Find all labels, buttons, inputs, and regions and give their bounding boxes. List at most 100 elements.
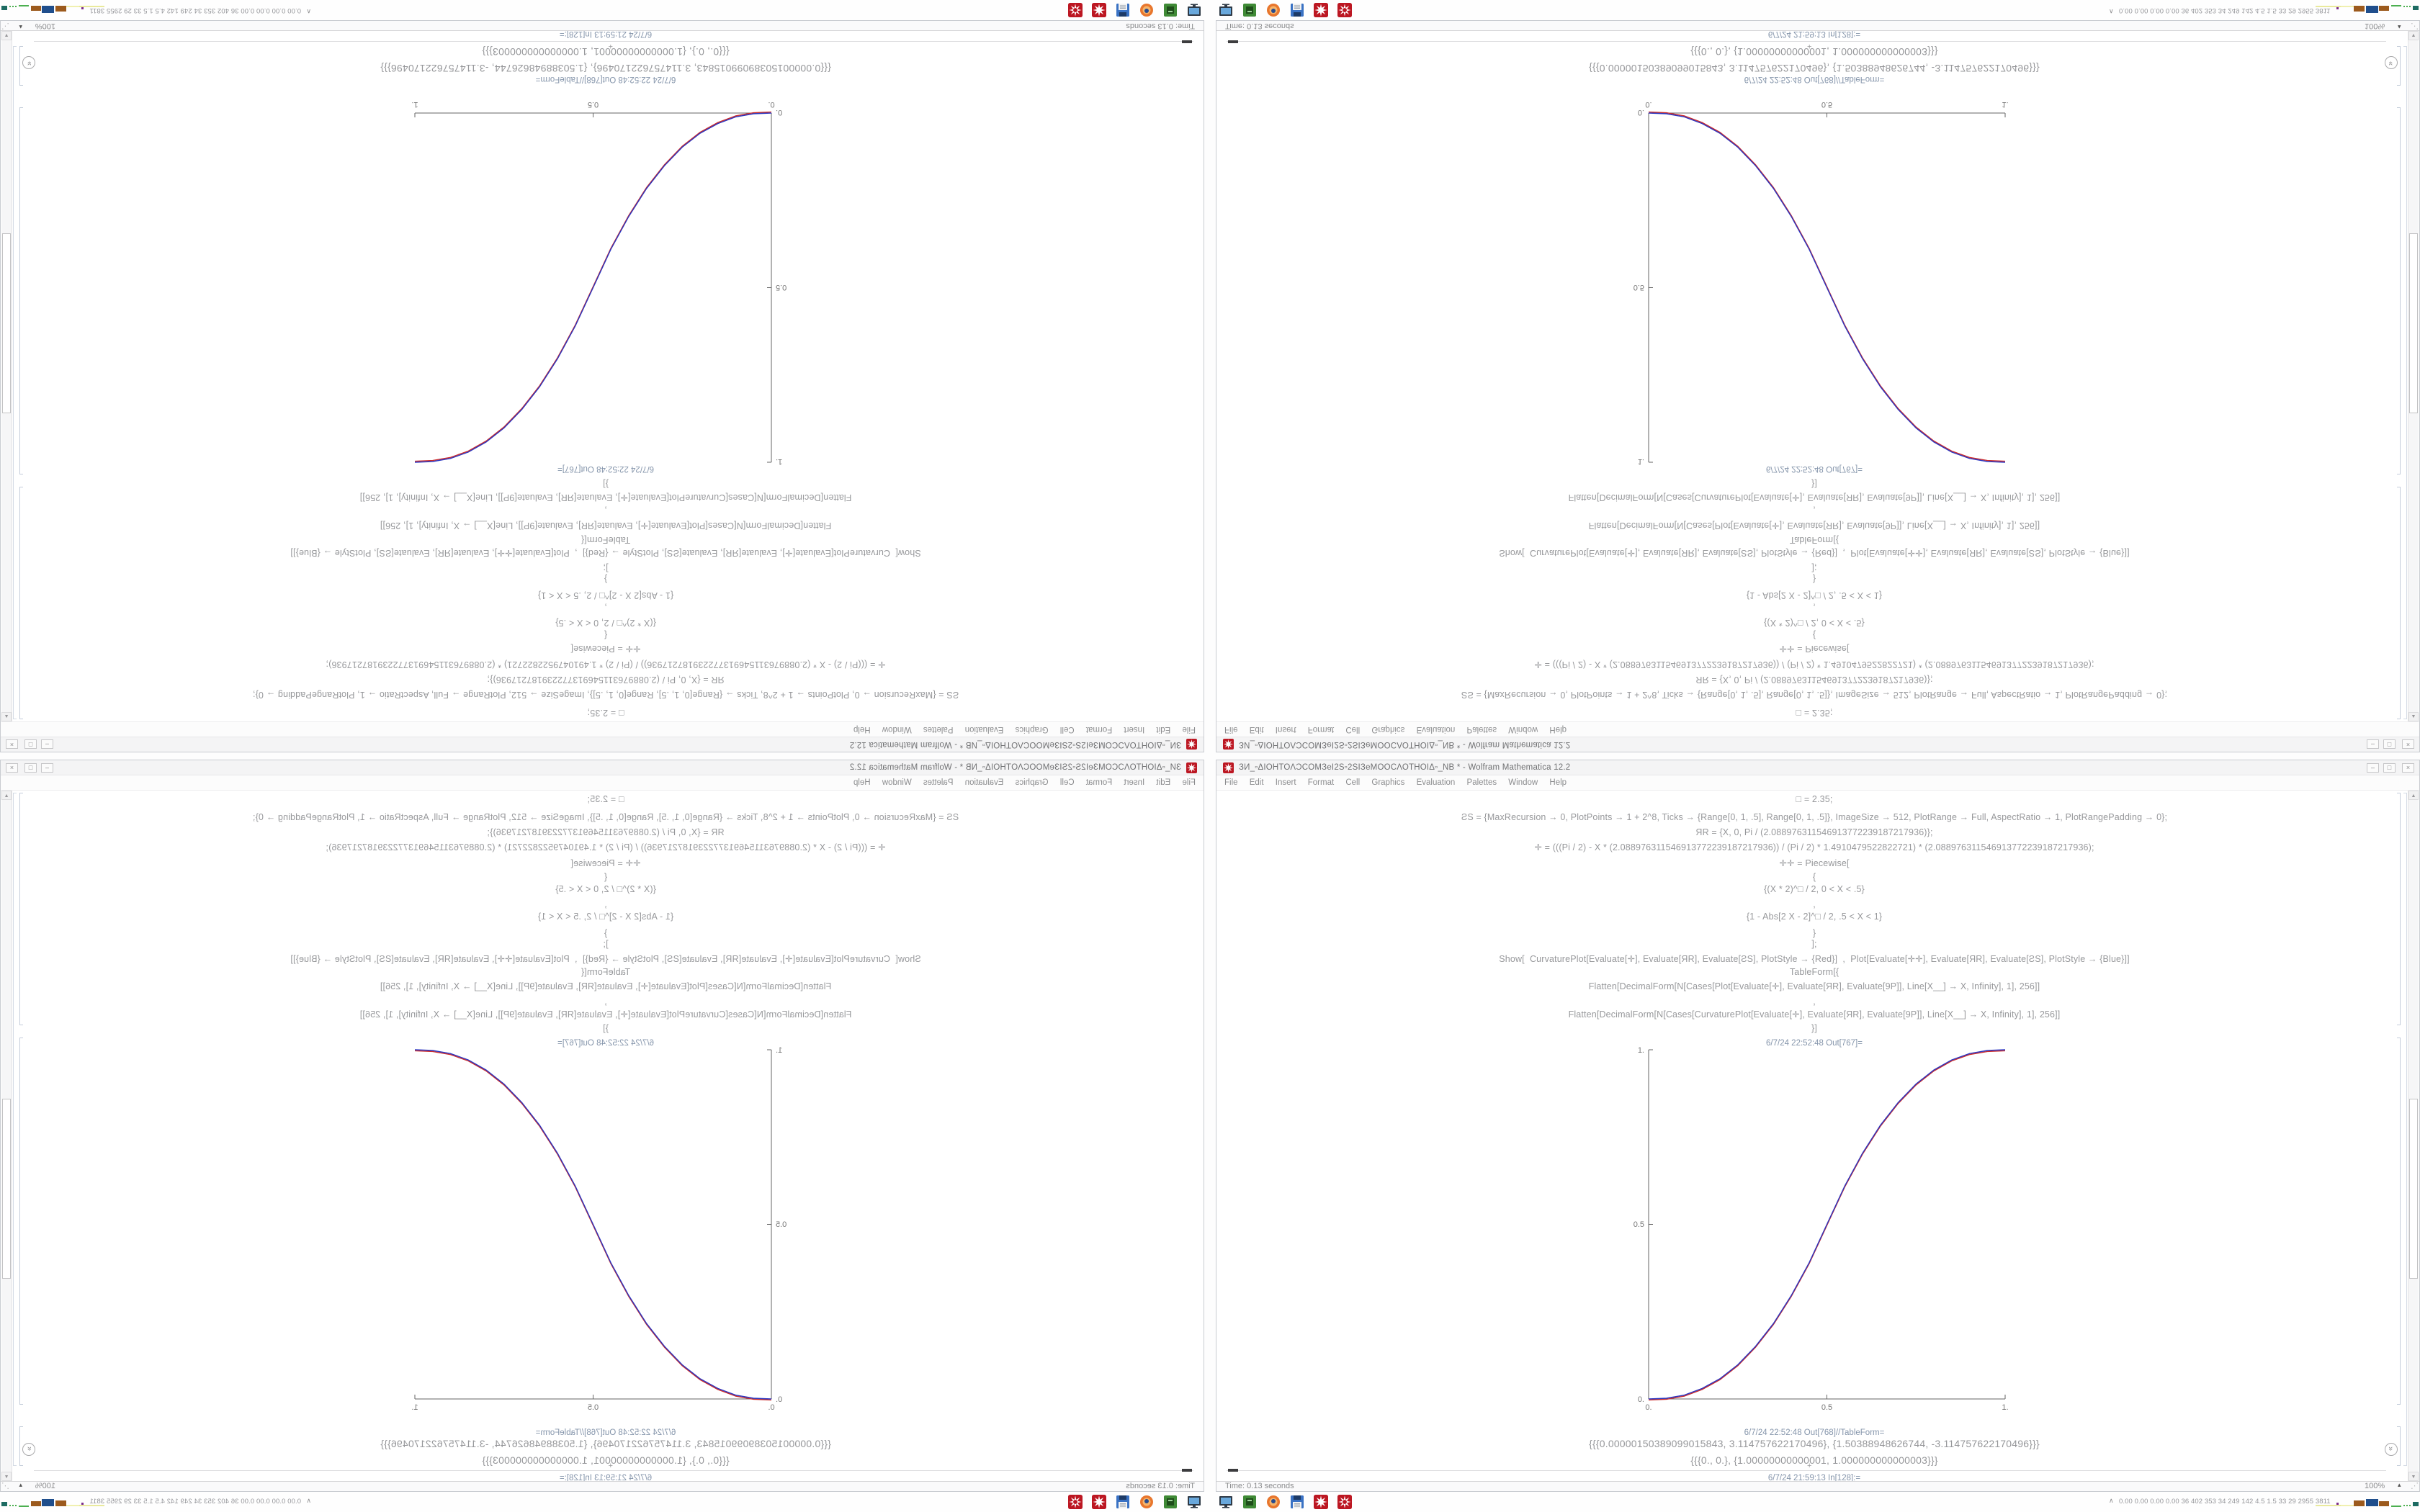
firefox-icon[interactable] [1139,3,1154,17]
code-line[interactable]: Flatten[DecimalForm[N[Cases[CurvaturePlo… [1568,1009,2061,1020]
code-line[interactable]: TableForm[{ [581,535,631,545]
minimize-button[interactable]: – [41,763,53,773]
code-line[interactable]: □ = 2.35; [587,794,624,804]
code-line[interactable]: TableForm[{ [1789,967,1839,977]
window-titlebar[interactable]: ЗИ_▫ΔΙΟΗΤΟΛƆCOMЗеΙ2S▫2SΙЗеMOOCΛΟΤΗΟΙΔ▫_N… [1216,760,2419,775]
maximize-button[interactable]: □ [24,739,37,749]
code-line[interactable]: } [604,574,608,584]
menu-item-cell[interactable]: Cell [1059,725,1075,734]
code-line[interactable]: ЯR = {X, 0, Pi / (2.08897631154691377223… [487,827,725,837]
code-line[interactable]: , [1813,505,1816,516]
code-line[interactable]: ✛ = (((Pi / 2) - X * (2.0889763115469137… [1534,660,2094,670]
cell-bracket[interactable] [2397,1426,2401,1466]
menu-item-window[interactable]: Window [882,778,912,787]
vertical-scrollbar[interactable]: ▲ ▼ [2408,31,2419,721]
vertical-scrollbar[interactable]: ▲ ▼ [1,31,12,721]
notebook-content[interactable]: □ = 2.35; ƧS = {MaxRecursion → 0, PlotPo… [1,31,1204,721]
cell-insertion-divider[interactable] [1227,1470,2386,1471]
mathematica-icon[interactable] [1092,3,1106,17]
cell-bracket[interactable] [19,1038,23,1405]
menu-item-edit[interactable]: Edit [1249,778,1264,787]
menu-item-evaluation[interactable]: Evaluation [1416,778,1456,787]
menu-item-cell[interactable]: Cell [1345,725,1361,734]
code-line[interactable]: } [604,928,608,938]
scroll-up-icon[interactable]: ▲ [1,791,12,800]
code-line[interactable]: □ = 2.35; [1796,708,1833,718]
maximize-button[interactable]: □ [24,763,37,773]
mathematica-icon[interactable] [1314,3,1328,17]
menu-item-help[interactable]: Help [853,778,871,787]
close-button[interactable]: × [2402,739,2414,749]
code-line[interactable]: }] [603,479,609,489]
menu-item-window[interactable]: Window [1508,778,1538,787]
green-app-icon[interactable] [1242,3,1257,17]
resize-grip-icon[interactable]: ⋰ [2411,1482,2419,1490]
menu-item-format[interactable]: Format [1307,778,1335,787]
code-line[interactable]: , [604,899,607,909]
menu-item-graphics[interactable]: Graphics [1371,725,1405,734]
menu-item-format[interactable]: Format [1085,725,1113,734]
code-line[interactable]: {1 - Abs[2 X - 2]^□ / 2, .5 < X < 1} [1746,590,1883,600]
save-disk-icon[interactable] [1290,1495,1304,1509]
window-titlebar[interactable]: ЗИ_▫ΔΙΟΗΤΟΛƆCOMЗеΙ2S▫2SΙЗеMOOCΛΟΤΗΟΙΔ▫_N… [1216,737,2419,752]
code-line[interactable]: ]; [1811,939,1817,949]
code-line[interactable]: { [1812,872,1816,882]
code-line[interactable]: Show[ CurvaturePlot[Evaluate[✛], Evaluat… [290,548,921,558]
scroll-down-icon[interactable]: ▼ [1,31,12,40]
code-line[interactable]: ƧS = {MaxRecursion → 0, PlotPoints → 1 +… [1461,812,2168,822]
menu-item-help[interactable]: Help [1549,725,1567,734]
menu-item-format[interactable]: Format [1307,725,1335,734]
code-line[interactable]: { [604,872,608,882]
code-line[interactable]: {1 - Abs[2 X - 2]^□ / 2, .5 < X < 1} [537,590,674,600]
scroll-elevator-button[interactable]: » [2385,1443,2398,1456]
menu-item-window[interactable]: Window [1508,725,1538,734]
code-line[interactable]: Flatten[DecimalForm[N[Cases[Plot[Evaluat… [380,521,832,531]
insert-cell-plus-icon[interactable]: + [608,42,613,50]
scroll-down-icon[interactable]: ▼ [2408,1472,2419,1481]
notebook-content[interactable]: □ = 2.35; ƧS = {MaxRecursion → 0, PlotPo… [1,791,1204,1481]
insert-cell-plus-icon[interactable]: + [1807,1462,1812,1470]
scroll-elevator-button[interactable]: » [22,1443,35,1456]
close-button[interactable]: × [6,739,18,749]
green-app-icon[interactable] [1163,3,1178,17]
zoom-caret-icon[interactable]: ▴ [2398,1481,2401,1488]
menu-item-insert[interactable]: Insert [1275,778,1296,787]
menu-item-graphics[interactable]: Graphics [1371,778,1405,787]
cell-bracket[interactable] [19,793,23,1025]
save-disk-icon[interactable] [1116,3,1130,17]
code-line[interactable]: ✛✛ = Piecewise[ [570,644,641,654]
code-line[interactable]: ]; [603,939,609,949]
code-line[interactable]: ✛ = (((Pi / 2) - X * (2.0889763115469137… [326,842,886,852]
zoom-caret-icon[interactable]: ▴ [19,24,22,31]
scroll-elevator-button[interactable]: » [22,56,35,69]
code-line[interactable]: TableForm[{ [1789,535,1839,545]
green-app-icon[interactable] [1242,1495,1257,1509]
menu-item-file[interactable]: File [1224,778,1238,787]
code-line[interactable]: ✛ = (((Pi / 2) - X * (2.0889763115469137… [1534,842,2094,852]
code-line[interactable]: , [604,505,607,516]
menu-item-palettes[interactable]: Palettes [923,725,954,734]
code-line[interactable]: ƧS = {MaxRecursion → 0, PlotPoints → 1 +… [252,812,959,822]
code-line[interactable]: Show[ CurvaturePlot[Evaluate[✛], Evaluat… [1499,548,2130,558]
menu-item-help[interactable]: Help [1549,778,1567,787]
code-line[interactable]: {(X * 2)^□ / 2, 0 < X < .5} [1764,884,1865,894]
code-line[interactable]: }] [1811,1023,1817,1033]
code-line[interactable]: ЯR = {X, 0, Pi / (2.08897631154691377223… [487,675,725,685]
menu-item-cell[interactable]: Cell [1059,778,1075,787]
cell-group-bracket[interactable] [13,793,17,1466]
zoom-level[interactable]: 100% [2365,1482,2385,1490]
cell-insertion-divider[interactable] [34,41,1193,42]
code-line[interactable]: ЯR = {X, 0, Pi / (2.08897631154691377223… [1695,827,1933,837]
code-line[interactable]: }] [603,1023,609,1033]
menu-item-palettes[interactable]: Palettes [923,778,954,787]
cell-bracket[interactable] [2397,107,2401,474]
zoom-caret-icon[interactable]: ▴ [2398,24,2401,31]
menu-item-insert[interactable]: Insert [1275,725,1296,734]
code-line[interactable]: ЯR = {X, 0, Pi / (2.08897631154691377223… [1695,675,1933,685]
cell-bracket[interactable] [2397,487,2401,719]
maximize-button[interactable]: □ [2383,763,2396,773]
code-line[interactable]: ✛✛ = Piecewise[ [1779,858,1850,868]
minimize-button[interactable]: – [41,739,53,749]
save-disk-icon[interactable] [1116,1495,1130,1509]
code-line[interactable]: {1 - Abs[2 X - 2]^□ / 2, .5 < X < 1} [537,912,674,922]
